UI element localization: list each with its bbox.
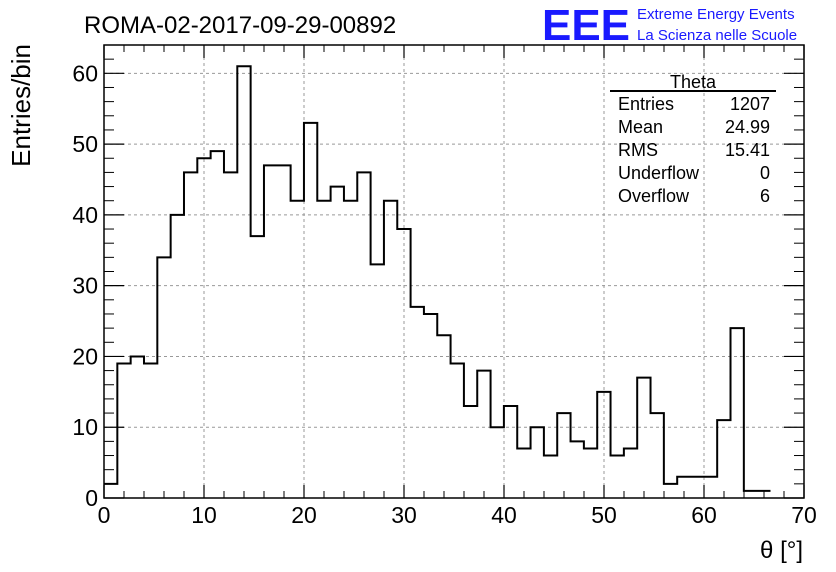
y-tick-labels: 0 10 20 30 40 50 60 — [72, 60, 98, 511]
y-tick-label: 20 — [72, 343, 98, 369]
stats-box: Theta Entries 1207 Mean 24.99 RMS 15.41 Underf… — [610, 72, 776, 206]
x-tick-labels: 0 10 20 30 40 50 60 70 — [98, 502, 817, 528]
stats-value-underflow: 0 — [760, 163, 770, 183]
stats-value-overflow: 6 — [760, 186, 770, 206]
y-tick-label: 0 — [85, 485, 98, 511]
grid-lines — [104, 45, 804, 498]
eee-logo-line1: Extreme Energy Events — [637, 6, 795, 23]
eee-logo-letters: EEE — [542, 1, 630, 50]
y-tick-label: 10 — [72, 414, 98, 440]
x-axis-title: θ [°] — [760, 537, 803, 564]
stats-value-entries: 1207 — [730, 94, 770, 114]
x-tick-label: 50 — [591, 502, 617, 528]
histogram-outline — [104, 65, 771, 492]
y-tick-label: 30 — [72, 273, 98, 299]
x-tick-label: 40 — [491, 502, 517, 528]
stats-value-mean: 24.99 — [725, 117, 770, 137]
stats-value-rms: 15.41 — [725, 140, 770, 160]
stats-label-overflow: Overflow — [618, 186, 690, 206]
plot-frame — [103, 44, 805, 499]
eee-logo-line2: La Scienza nelle Scuole — [637, 27, 797, 44]
eee-logo: EEE Extreme Energy Events La Scienza nel… — [542, 1, 797, 50]
y-tick-label: 40 — [72, 202, 98, 228]
x-tick-label: 0 — [98, 502, 111, 528]
stats-rows: Entries 1207 Mean 24.99 RMS 15.41 Underflow 0 Ov… — [618, 94, 770, 206]
x-tick-label: 10 — [191, 502, 217, 528]
stats-label-entries: Entries — [618, 94, 674, 114]
stats-title: Theta — [670, 72, 717, 92]
run-title: ROMA-02-2017-09-29-00892 — [84, 12, 396, 39]
x-tick-label: 70 — [791, 502, 817, 528]
x-tick-label: 60 — [691, 502, 717, 528]
y-tick-label: 60 — [72, 60, 98, 86]
stats-label-underflow: Underflow — [618, 163, 700, 183]
x-tick-label: 20 — [291, 502, 317, 528]
stats-label-rms: RMS — [618, 140, 658, 160]
y-axis-title: Entries/bin — [6, 44, 36, 167]
y-tick-label: 50 — [72, 131, 98, 157]
x-tick-label: 30 — [391, 502, 417, 528]
stats-label-mean: Mean — [618, 117, 663, 137]
axis-ticks — [103, 45, 805, 499]
